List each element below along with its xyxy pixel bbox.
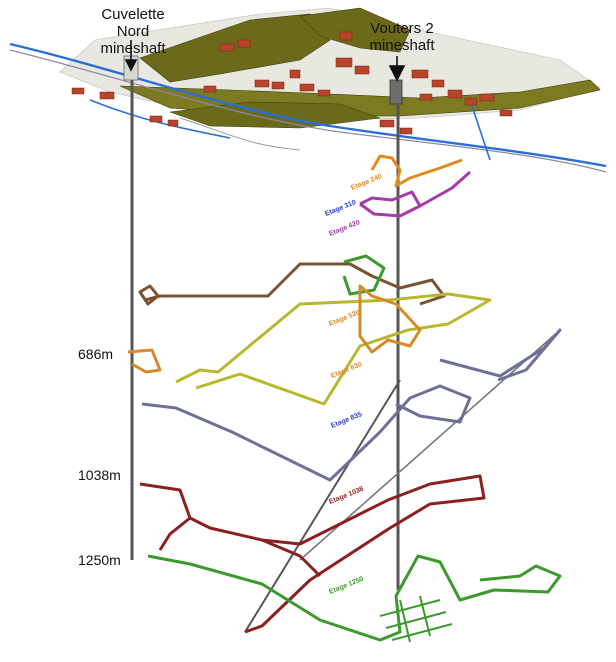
shafts: [130, 80, 561, 633]
level-835-east: [439, 328, 562, 382]
level-1250-galleries: [147, 554, 562, 643]
level-1038-galleries: [139, 474, 486, 634]
level-label-1250: Etage 1250: [328, 576, 365, 596]
level-835-path: [141, 384, 472, 482]
ground-strip-1: [139, 13, 331, 83]
depth-label-1250: 1250m: [78, 552, 121, 568]
road-line: [9, 49, 607, 173]
depth-label-686: 686m: [78, 346, 114, 362]
ground-strip-3: [299, 7, 411, 53]
depth-label-1038: 1038m: [78, 467, 121, 483]
level-label-310: Etage 310: [324, 199, 357, 218]
cuvelette-label: Cuvelette Nord mineshaft: [86, 6, 180, 57]
river-branch: [89, 99, 231, 139]
shaft-pointers: [124, 40, 406, 82]
level-1250-grid: [379, 595, 453, 643]
level-240-galleries: [359, 154, 471, 218]
level-420-loop: [138, 284, 160, 306]
level-420-path: [144, 262, 446, 306]
level-520-galleries: [175, 254, 492, 406]
vouters-label-line1: Vouters 2: [370, 20, 434, 37]
vouters-label: Vouters 2 mineshaft: [362, 20, 442, 54]
level-240-path: [370, 154, 463, 188]
surface-terrain: [9, 7, 607, 173]
vouters-headframe: [389, 79, 403, 105]
vouters-label-line2: mineshaft: [369, 37, 435, 54]
road-branch: [179, 117, 301, 151]
level-630-path: [127, 348, 162, 374]
level-630-core: [358, 284, 422, 354]
canal-line: [469, 99, 491, 161]
level-label-520: Etage 520: [328, 309, 361, 328]
river-line: [9, 42, 607, 168]
level-1038-path: [139, 474, 486, 634]
level-label-240: Etage 240: [350, 173, 383, 192]
level-520-path: [175, 292, 492, 406]
level-835-galleries: [141, 328, 562, 482]
level-label-630: Etage 630: [330, 361, 363, 380]
level-1038-north: [158, 516, 322, 578]
cuvelette-label-line2: mineshaft: [100, 40, 166, 57]
level-520-green: [342, 254, 386, 296]
level-label-420: Etage 420: [328, 219, 361, 238]
roof-buildings: [71, 31, 513, 135]
cuvelette-label-line1: Cuvelette Nord: [101, 6, 165, 40]
level-1250-path: [147, 554, 562, 642]
level-420-galleries: [138, 262, 446, 306]
level-630-galleries: [127, 284, 422, 374]
level-310-path: [359, 170, 471, 218]
level-label-835: Etage 835: [330, 411, 363, 430]
level-labels: Etage 240 Etage 310 Etage 420 Etage 520 …: [324, 173, 383, 596]
vouters-arrow-icon: [388, 65, 406, 82]
cuvelette-arrow-icon: [124, 59, 138, 72]
